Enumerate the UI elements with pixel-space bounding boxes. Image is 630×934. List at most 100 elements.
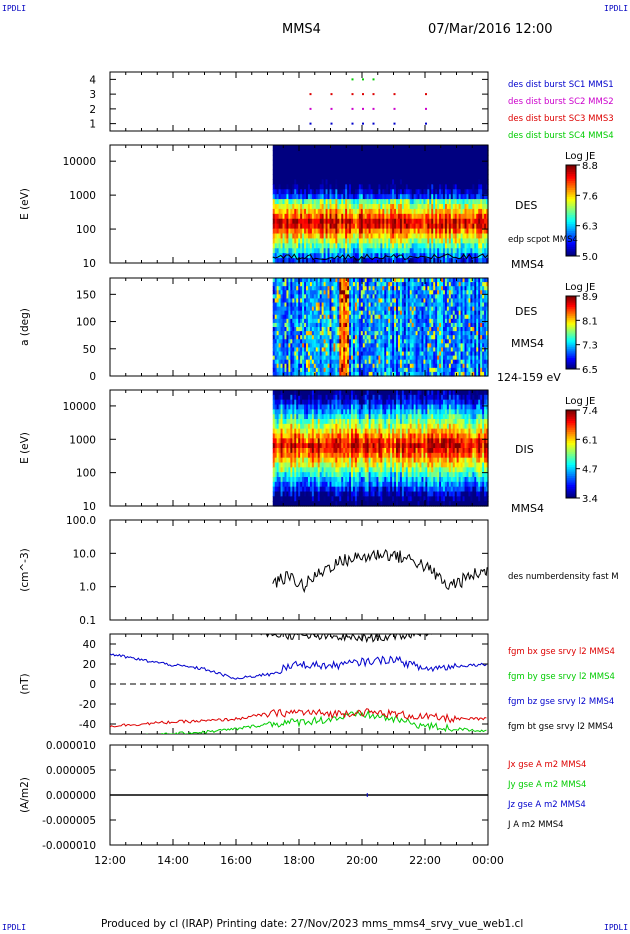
spectro-cell (444, 223, 448, 230)
spectro-cell (329, 335, 333, 340)
spectro-cell (417, 331, 421, 336)
spectro-cell (272, 290, 276, 295)
spectro-cell (435, 164, 438, 171)
spectro-cell (362, 228, 366, 235)
spectro-cell (378, 154, 381, 161)
spectro-cell (384, 154, 387, 161)
spectro-cell (307, 189, 311, 195)
spectro-cell (431, 199, 434, 205)
spectro-cell (272, 243, 276, 249)
spectro-cell (337, 331, 340, 336)
spectro-cell (351, 248, 354, 254)
spectro-cell (437, 218, 440, 225)
spectro-cell (396, 248, 399, 254)
spectro-cell (288, 228, 291, 235)
spectro-cell (360, 359, 364, 365)
spectro-cell (433, 149, 436, 156)
spectro-cell (317, 149, 321, 156)
spectro-cell (478, 145, 481, 151)
spectro-cell (345, 233, 348, 240)
spectro-cell (331, 322, 335, 328)
spectro-cell (446, 233, 450, 240)
spectro-cell (286, 233, 290, 240)
spectro-cell (427, 149, 430, 156)
spectro-cell (339, 359, 342, 365)
spectro-cell (480, 164, 483, 171)
spectro-cell (417, 278, 421, 283)
spectro-cell (401, 218, 405, 225)
spectro-cell (448, 233, 452, 240)
spectro-cell (325, 290, 329, 295)
spectro-cell (292, 248, 295, 254)
spectro-cell (374, 223, 378, 230)
spectro-cell (368, 286, 372, 291)
spectro-cell (450, 145, 454, 151)
spectro-cell (394, 184, 397, 190)
spectro-cell (441, 194, 444, 200)
spectro-cell (382, 228, 385, 235)
spectro-cell (339, 228, 342, 235)
spectro-cell (441, 223, 444, 230)
spectro-cell (280, 169, 284, 176)
spectro-cell (372, 194, 376, 200)
spectro-cell (335, 355, 338, 361)
spectro-cell (306, 310, 309, 316)
spectro-cell (411, 194, 415, 200)
spectro-cell (274, 351, 278, 357)
spectro-cell (366, 228, 370, 235)
spectro-cell (354, 164, 358, 171)
spectro-cell (335, 298, 338, 304)
spectro-cell (298, 339, 301, 344)
spectro-cell (403, 314, 407, 320)
spectro-cell (309, 184, 313, 190)
spectro-cell (429, 258, 432, 264)
spectro-cell (444, 310, 448, 316)
spectro-cell (423, 204, 426, 210)
spectro-cell (421, 258, 425, 264)
spectro-cell (419, 204, 423, 210)
spectro-cell (360, 189, 364, 195)
spectro-cell (280, 347, 284, 353)
spectro-cell (321, 218, 325, 225)
spectro-cell (452, 213, 456, 220)
spectro-cell (309, 228, 313, 235)
spectro-cell (403, 347, 407, 353)
spectro-cell (333, 189, 336, 195)
spectro-cell (300, 258, 303, 264)
spectro-cell (372, 363, 376, 369)
spectro-cell (392, 204, 395, 210)
spectro-cell (343, 199, 346, 205)
spectro-cell (333, 282, 336, 287)
spectro-cell (486, 145, 489, 151)
spectro-cell (417, 347, 421, 353)
spectro-cell (407, 243, 411, 249)
spectro-cell (296, 347, 299, 353)
spectro-cell (444, 218, 448, 225)
spectro-cell (288, 243, 291, 249)
spectro-cell (370, 169, 374, 176)
spectro-cell (282, 363, 286, 369)
spectro-cell (272, 194, 276, 200)
spectro-cell (317, 233, 321, 240)
spectro-cell (409, 355, 413, 361)
spectro-cell (460, 194, 464, 200)
spectro-cell (319, 159, 323, 166)
spectro-cell (407, 184, 411, 190)
spectro-cell (386, 164, 389, 171)
spectro-cell (290, 286, 293, 291)
spectro-cell (399, 149, 403, 156)
spectro-cell (333, 343, 336, 349)
spectro-cell (425, 159, 428, 166)
spectro-cell (474, 194, 477, 200)
spectro-cell (276, 199, 280, 205)
spectro-cell (311, 306, 315, 312)
spectro-cell (294, 189, 297, 195)
spectro-cell (482, 184, 485, 190)
spectro-cell (309, 218, 313, 225)
spectro-cell (478, 204, 481, 210)
spectro-cell (290, 164, 293, 171)
spectro-cell (437, 367, 440, 373)
spectro-cell (351, 154, 354, 161)
spectro-cell (370, 278, 374, 283)
